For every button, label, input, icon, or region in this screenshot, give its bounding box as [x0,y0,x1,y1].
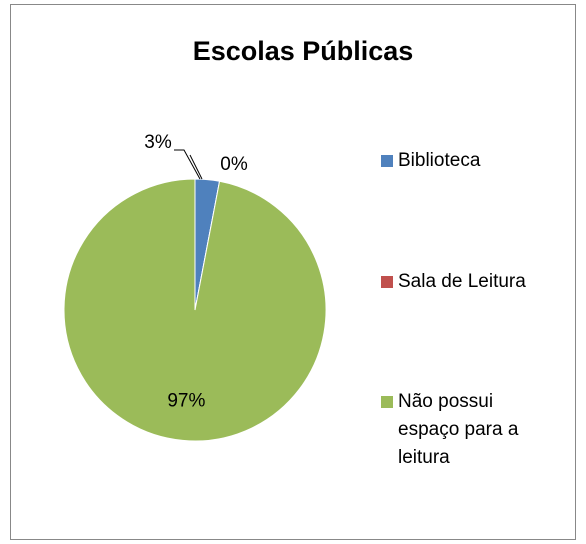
data-label: 97% [167,390,205,411]
data-label: 0% [220,154,248,175]
leader-line [174,149,201,180]
legend-swatch [381,396,393,408]
leader-line [189,154,203,180]
legend-label: Não possui espaço para a leitura [398,391,519,468]
legend-swatch [381,276,393,288]
chart-title: Escolas Públicas [193,36,414,66]
legend-label: Biblioteca [398,150,481,171]
pie-slice [63,178,327,442]
legend-swatch [381,155,393,167]
legend-label: Sala de Leitura [398,271,526,292]
data-label: 3% [144,132,172,153]
